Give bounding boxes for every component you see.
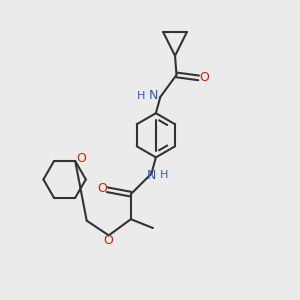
Text: O: O (199, 71, 209, 84)
Text: N: N (147, 169, 156, 182)
Text: N: N (148, 89, 158, 102)
Text: H: H (160, 170, 168, 180)
Text: O: O (97, 182, 107, 195)
Text: O: O (103, 234, 113, 247)
Text: H: H (137, 91, 146, 100)
Text: O: O (76, 152, 86, 165)
